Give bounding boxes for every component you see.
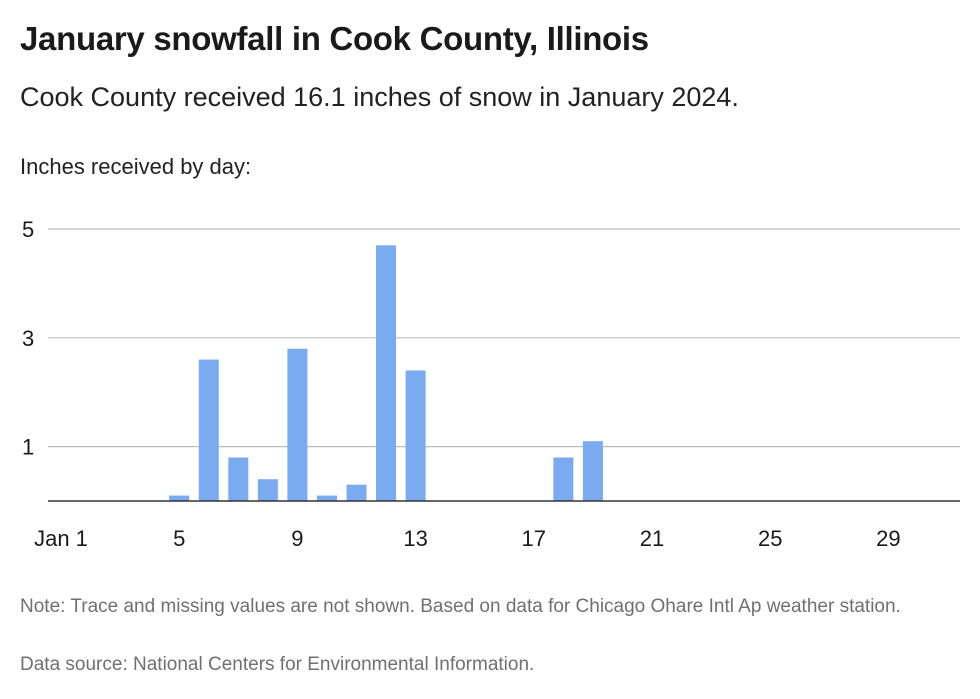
y-tick-label: 3 bbox=[22, 326, 34, 351]
y-axis-label: Inches received by day: bbox=[20, 154, 252, 179]
bar-day-13 bbox=[405, 370, 426, 501]
x-tick-label: 17 bbox=[522, 526, 546, 551]
chart-note: Note: Trace and missing values are not s… bbox=[20, 596, 901, 617]
bar-day-18 bbox=[553, 457, 574, 501]
bar-day-6 bbox=[198, 359, 219, 501]
x-tick-label: 5 bbox=[173, 526, 185, 551]
bar-day-5 bbox=[169, 495, 190, 501]
bar-day-10 bbox=[316, 495, 337, 501]
x-tick-label: 29 bbox=[876, 526, 900, 551]
x-tick-label: 13 bbox=[403, 526, 427, 551]
bar-day-8 bbox=[257, 479, 278, 501]
chart-title: January snowfall in Cook County, Illinoi… bbox=[20, 20, 649, 57]
x-tick-label: 9 bbox=[291, 526, 303, 551]
x-tick-label: 21 bbox=[640, 526, 664, 551]
data-source: Data source: National Centers for Enviro… bbox=[20, 654, 535, 675]
y-tick-labels: 1 3 5 bbox=[22, 217, 34, 460]
x-tick-label: 25 bbox=[758, 526, 782, 551]
gridlines bbox=[48, 228, 960, 448]
bar-day-7 bbox=[228, 457, 249, 501]
chart-subtitle: Cook County received 16.1 inches of snow… bbox=[20, 82, 739, 112]
x-tick-label: Jan 1 bbox=[34, 526, 88, 551]
y-tick-label: 5 bbox=[22, 217, 34, 242]
bar-day-11 bbox=[346, 484, 367, 501]
bars bbox=[169, 245, 603, 501]
bar-day-9 bbox=[287, 348, 308, 501]
snowfall-bar-chart: 135 Jan 1 5 9 13 17 21 25 29 bbox=[22, 217, 960, 551]
x-tick-labels: Jan 1 5 9 13 17 21 25 29 bbox=[34, 526, 901, 551]
bar-day-19 bbox=[582, 441, 603, 501]
y-tick-label: 1 bbox=[22, 435, 34, 460]
bar-day-12 bbox=[376, 245, 397, 501]
